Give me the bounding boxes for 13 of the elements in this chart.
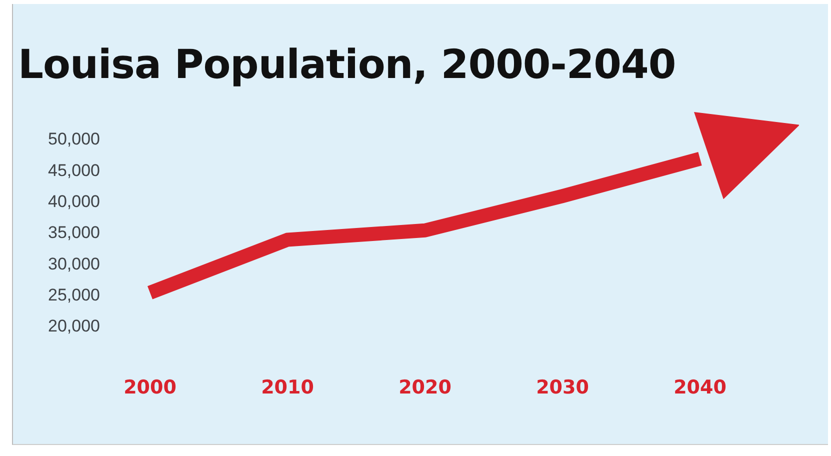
- y-tick-label: 40,000: [48, 192, 100, 212]
- y-tick-label: 30,000: [48, 254, 100, 274]
- x-tick-label: 2000: [124, 376, 176, 398]
- y-tick-label: 50,000: [48, 130, 100, 149]
- x-tick-label: 2030: [536, 376, 589, 398]
- x-tick-label: 2020: [398, 376, 452, 398]
- chart-title: Louisa Population, 2000-2040: [18, 42, 676, 88]
- y-tick-label: 45,000: [48, 160, 100, 180]
- x-tick-label: 2010: [261, 376, 314, 398]
- y-tick-label: 20,000: [48, 316, 100, 336]
- y-tick-label: 35,000: [48, 223, 100, 242]
- y-tick-label: 25,000: [48, 286, 100, 305]
- x-tick-label: 2040: [674, 376, 726, 398]
